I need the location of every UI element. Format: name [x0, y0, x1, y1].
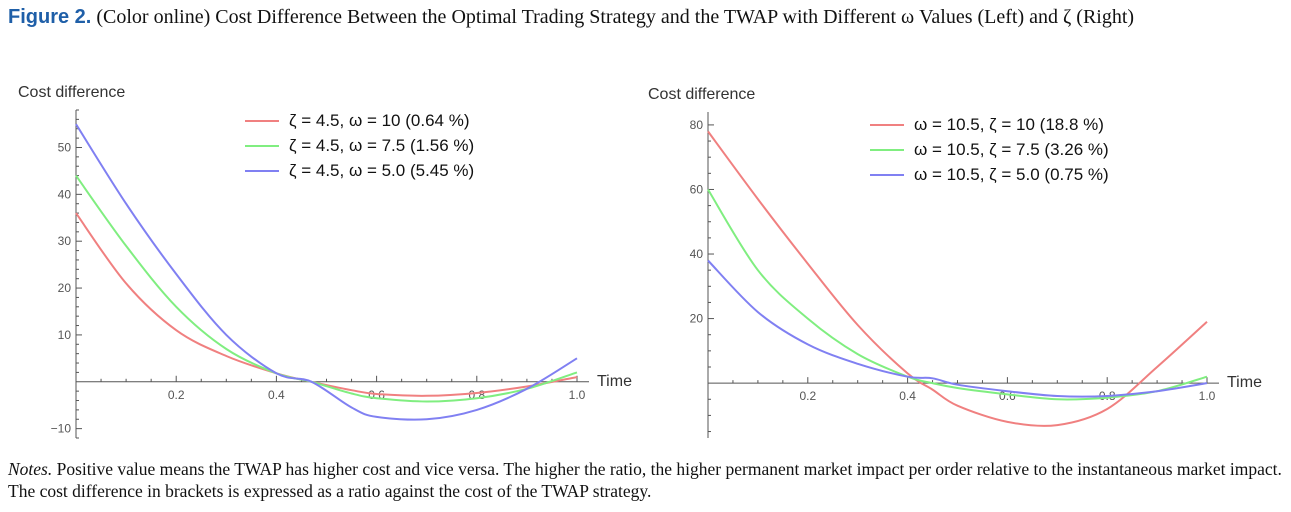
y-tick-label: 40	[690, 247, 704, 261]
notes-label: Notes.	[8, 459, 53, 479]
y-axis-label: Cost difference	[648, 86, 755, 103]
x-axis-label: Time	[597, 373, 632, 390]
x-tick-label: 0.2	[799, 389, 816, 403]
figure-notes: Notes. Positive value means the TWAP has…	[8, 458, 1283, 502]
legend-label: ω = 10.5, ζ = 5.0 (0.75 %)	[914, 165, 1109, 184]
y-tick-label: 20	[690, 312, 704, 326]
y-tick-label: 20	[58, 281, 72, 295]
x-tick-label: 0.4	[268, 388, 285, 402]
y-tick-label: 50	[58, 140, 72, 154]
y-tick-label: 60	[690, 182, 704, 196]
y-tick-label: −10	[51, 422, 72, 436]
figure-label: Figure 2.	[8, 6, 92, 28]
y-tick-label: 40	[58, 187, 72, 201]
series-line-green	[707, 188, 1208, 401]
y-tick-label: 10	[58, 328, 72, 342]
y-axis-label: Cost difference	[18, 84, 125, 101]
x-tick-label: 1.0	[1199, 389, 1216, 403]
y-tick-label: 30	[58, 234, 72, 248]
figure-caption-text: (Color online) Cost Difference Between t…	[96, 6, 1135, 28]
y-tick-label: 80	[690, 118, 704, 132]
legend-label: ζ = 4.5, ω = 10 (0.64 %)	[289, 111, 469, 130]
series-line-green	[75, 175, 578, 403]
series-line-blue	[707, 259, 1208, 398]
x-tick-label: 0.4	[899, 389, 916, 403]
figure-caption: Figure 2. (Color online) Cost Difference…	[8, 4, 1278, 31]
x-tick-label: 0.2	[168, 388, 185, 402]
legend-label: ω = 10.5, ζ = 7.5 (3.26 %)	[914, 140, 1109, 159]
notes-text: Positive value means the TWAP has higher…	[8, 459, 1282, 501]
series-line-red	[707, 130, 1208, 427]
series-line-blue	[75, 123, 578, 421]
legend-label: ω = 10.5, ζ = 10 (18.8 %)	[914, 115, 1104, 134]
legend-label: ζ = 4.5, ω = 5.0 (5.45 %)	[289, 161, 474, 180]
x-axis-label: Time	[1227, 374, 1262, 391]
x-tick-label: 1.0	[569, 388, 586, 402]
legend-label: ζ = 4.5, ω = 7.5 (1.56 %)	[289, 136, 474, 155]
